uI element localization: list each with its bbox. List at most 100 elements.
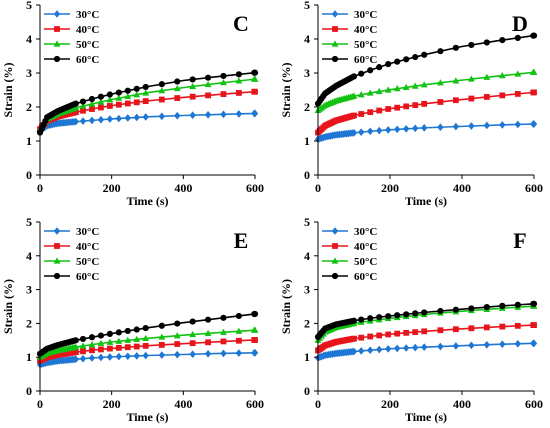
x-axis-title: Time (s) — [126, 410, 168, 424]
data-point — [124, 352, 131, 361]
data-point — [72, 337, 79, 344]
data-point — [235, 77, 243, 84]
data-point — [412, 343, 419, 352]
legend-item: 50°C — [44, 39, 99, 51]
data-point — [72, 343, 80, 350]
data-point — [106, 96, 114, 103]
x-tick-label: 200 — [103, 181, 121, 195]
data-point — [220, 110, 227, 119]
data-point — [80, 107, 86, 114]
data-point — [394, 330, 401, 337]
y-tick-label: 1 — [304, 350, 310, 364]
data-point — [252, 337, 258, 343]
data-point — [437, 48, 444, 55]
y-tick-label: 5 — [304, 215, 310, 229]
data-point — [72, 349, 79, 356]
data-point — [499, 340, 506, 349]
data-point — [204, 74, 212, 81]
data-point — [412, 53, 419, 61]
y-tick-label: 4 — [26, 32, 32, 46]
data-point — [174, 341, 181, 347]
data-point — [251, 310, 259, 318]
data-point — [252, 88, 258, 95]
data-point — [97, 93, 105, 100]
panel-label: D — [512, 11, 528, 36]
y-tick-label: 1 — [304, 134, 310, 148]
data-point — [437, 327, 444, 334]
chart-panel-e: 0 1 2 3 4 5 0 200 400 600 Time (s) Strain (%) E 30°C 4… — [1, 215, 264, 424]
data-point — [115, 344, 122, 351]
data-point — [358, 111, 365, 117]
data-point — [530, 339, 538, 348]
legend-marker — [54, 243, 60, 249]
data-point — [235, 71, 242, 78]
series-1 — [37, 337, 258, 364]
data-point — [251, 69, 259, 76]
legend-item: 60°C — [322, 271, 377, 283]
data-point — [115, 94, 123, 101]
x-tick-label: 0 — [315, 181, 321, 195]
legend-label: 40°C — [76, 241, 99, 253]
data-point — [88, 95, 96, 103]
data-point — [452, 326, 459, 333]
panel-label: F — [513, 228, 526, 253]
data-point — [174, 320, 181, 327]
data-point — [72, 355, 80, 364]
x-tick-label: 0 — [315, 397, 321, 411]
data-point — [106, 91, 113, 98]
data-point — [499, 302, 506, 309]
data-point — [115, 329, 122, 336]
series-0 — [36, 109, 259, 135]
data-point — [350, 317, 358, 324]
data-point — [394, 125, 401, 134]
data-point — [385, 106, 392, 112]
data-point — [350, 92, 358, 99]
data-point — [80, 348, 86, 355]
data-point — [173, 84, 181, 92]
legend: 30°C 40°C 50°C 60°C — [44, 9, 99, 66]
legend-item: 30°C — [44, 9, 99, 21]
data-point — [351, 112, 357, 119]
y-tick-label: 5 — [26, 215, 32, 229]
series-3 — [36, 310, 259, 357]
chart-panel-d: 0 1 2 3 4 5 0 200 400 600 Time (s) Strain (%) D 30°C 4… — [279, 0, 543, 208]
data-point — [79, 117, 87, 125]
data-point — [437, 342, 444, 351]
data-point — [393, 85, 401, 92]
data-point — [220, 349, 227, 358]
data-point — [499, 323, 506, 330]
data-point — [158, 333, 166, 340]
data-point — [530, 68, 538, 75]
y-tick-label: 4 — [26, 249, 32, 263]
data-point — [189, 111, 196, 120]
data-point — [88, 100, 96, 107]
data-point — [421, 309, 428, 316]
x-tick-label: 200 — [103, 397, 121, 411]
data-point — [106, 330, 113, 337]
data-point — [437, 307, 444, 315]
data-point — [403, 56, 410, 63]
legend-item: 50°C — [44, 256, 99, 268]
data-point — [142, 98, 149, 105]
legend-marker — [332, 243, 338, 249]
data-point — [385, 313, 392, 320]
data-point — [412, 124, 419, 133]
data-point — [115, 101, 122, 108]
y-tick-label: 2 — [304, 100, 310, 114]
data-point — [350, 129, 358, 137]
x-tick-label: 400 — [453, 397, 471, 411]
data-point — [133, 85, 140, 92]
data-point — [204, 316, 212, 323]
data-point — [174, 78, 181, 85]
data-point — [385, 331, 392, 338]
y-axis-title: Strain (%) — [279, 279, 293, 334]
data-point — [376, 126, 383, 135]
data-point — [189, 82, 197, 90]
legend: 30°C 40°C 50°C 60°C — [44, 226, 99, 283]
data-point — [124, 336, 132, 343]
data-point — [142, 89, 150, 96]
data-point — [467, 75, 475, 82]
data-point — [351, 335, 357, 342]
data-point — [394, 58, 401, 65]
legend-item: 60°C — [44, 54, 99, 66]
